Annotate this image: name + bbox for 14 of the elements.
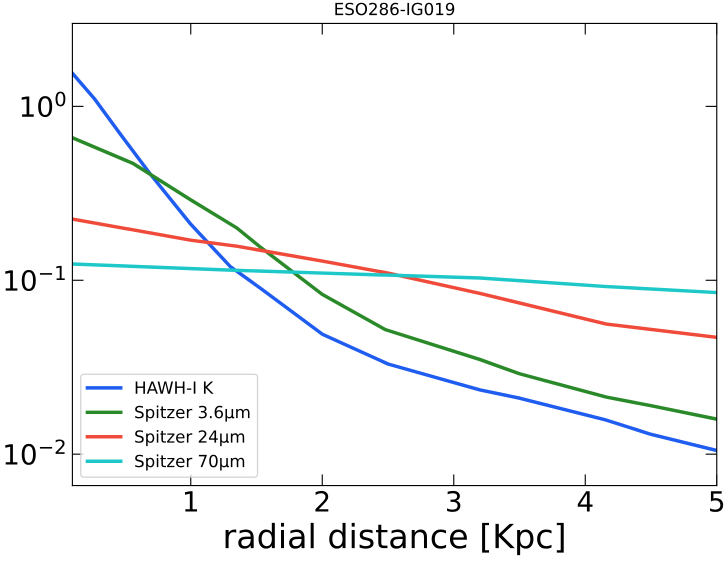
x-tick-label: 5: [710, 491, 724, 512]
y-tick-label: 10$^{−2}$: [5, 439, 65, 465]
legend-label: Spitzer 24μm: [135, 430, 244, 446]
x-tick-label: 2: [315, 490, 328, 512]
legend-label: Spitzer 70μm: [135, 454, 244, 471]
y-tick-label: 10$^{0}$: [22, 92, 66, 118]
legend-label: HAWH-I K: [136, 382, 214, 394]
x-tick-label: 4: [578, 491, 593, 512]
legend-label: Spitzer 3.6μm: [135, 405, 250, 422]
chart-title: ESO286-IG019: [335, 2, 454, 16]
x-tick-label: 3: [447, 490, 460, 512]
y-tick-label: 10$^{−1}$: [5, 266, 65, 292]
x-tick-label: 1: [184, 491, 198, 512]
x-axis-title: radial distance [Kpc]: [226, 522, 564, 556]
